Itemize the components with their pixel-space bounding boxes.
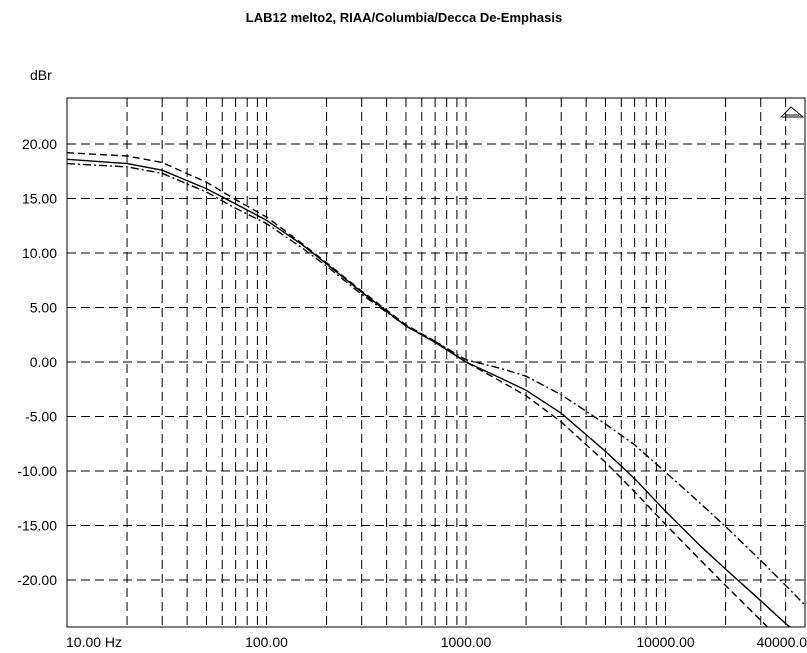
plot-frame — [66, 97, 806, 628]
y-tick-label: -5.00 — [25, 409, 57, 425]
grid — [67, 98, 805, 627]
x-tick-label: 40000.00 — [756, 634, 807, 650]
y-axis-label: dBr — [30, 67, 52, 83]
y-tick-label: 5.00 — [30, 300, 57, 316]
y-tick-label: -20.00 — [17, 572, 57, 588]
y-tick-label: -10.00 — [17, 463, 57, 479]
series-line-dashed — [67, 152, 769, 627]
y-tick-labels: 20.00 15.00 10.00 5.00 0.00 -5.00 -10.00 -15.00… — [17, 136, 57, 588]
x-tick-labels: 10.00 Hz 100.00 1000.00 10000.00 40000.00 — [66, 634, 807, 650]
x-tick-label: 100.00 — [245, 634, 288, 650]
y-tick-label: 10.00 — [22, 245, 57, 261]
x-tick-label: 1000.00 — [441, 634, 492, 650]
y-tick-label: 20.00 — [22, 136, 57, 152]
chart-title: LAB12 melto2, RIAA/Columbia/Decca De-Emp… — [246, 10, 562, 25]
y-tick-label: 0.00 — [30, 354, 57, 370]
x-tick-label: 10000.00 — [636, 634, 695, 650]
series-lines — [67, 152, 805, 627]
series-line-solid — [67, 158, 791, 627]
x-tick-label: 10.00 Hz — [66, 634, 122, 650]
y-tick-label: -15.00 — [17, 518, 57, 534]
y-tick-label: 15.00 — [22, 191, 57, 207]
series-line-dash-dot — [67, 162, 805, 606]
marker-triangle-icon — [779, 106, 805, 118]
